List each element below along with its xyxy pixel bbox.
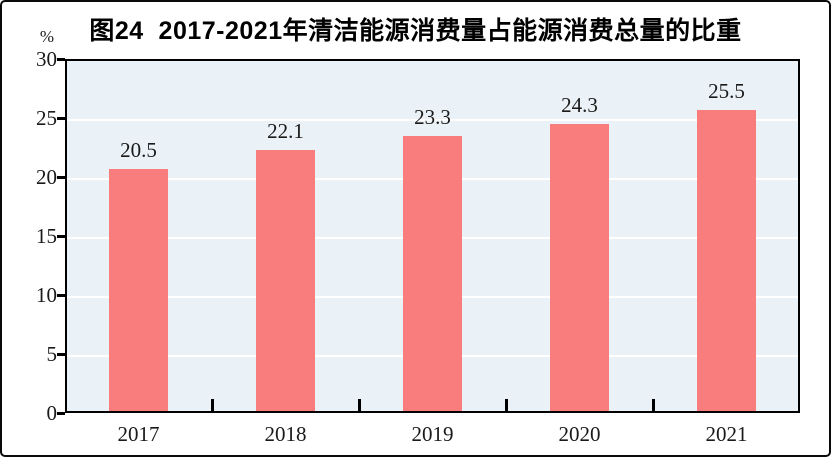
bar-value-label-2019: 23.3 — [414, 105, 451, 129]
x-axis-label-2021: 2021 — [705, 422, 748, 446]
y-tick-mark-0 — [57, 411, 65, 415]
bar-2021 — [697, 110, 756, 411]
y-tick-label-15: 15 — [36, 224, 57, 248]
bar-2017 — [109, 169, 168, 411]
y-tick-mark-15 — [57, 234, 65, 238]
bar-value-label-2017: 20.5 — [120, 138, 157, 162]
x-tick-mark-2 — [357, 399, 361, 411]
x-axis-label-2018: 2018 — [264, 422, 307, 446]
x-tick-mark-4 — [651, 399, 655, 411]
bar-2019 — [403, 136, 462, 411]
gridline-25 — [67, 119, 798, 121]
y-tick-mark-25 — [57, 116, 65, 120]
y-tick-mark-5 — [57, 352, 65, 356]
y-tick-label-30: 30 — [36, 47, 57, 71]
y-tick-label-20: 20 — [36, 165, 57, 189]
x-axis-label-2019: 2019 — [411, 422, 454, 446]
plot-area: 20.5 22.1 23.3 24.3 25.5 — [65, 59, 800, 413]
y-tick-mark-20 — [57, 175, 65, 179]
x-axis-label-2020: 2020 — [558, 422, 601, 446]
x-axis-label-2017: 2017 — [117, 422, 160, 446]
y-tick-label-10: 10 — [36, 283, 57, 307]
bar-2020 — [550, 124, 609, 411]
bar-2018 — [256, 150, 315, 411]
x-tick-mark-1 — [210, 399, 214, 411]
chart-title: 图24 2017-2021年清洁能源消费量占能源消费总量的比重 — [89, 17, 742, 45]
y-tick-mark-30 — [57, 57, 65, 61]
y-tick-mark-10 — [57, 293, 65, 297]
bar-value-label-2021: 25.5 — [708, 79, 745, 103]
y-tick-label-5: 5 — [46, 342, 58, 366]
y-tick-label-25: 25 — [36, 106, 57, 130]
x-tick-mark-3 — [504, 399, 508, 411]
bar-value-label-2020: 24.3 — [561, 93, 598, 117]
y-tick-label-0: 0 — [46, 401, 58, 425]
y-axis-unit-label: % — [39, 27, 55, 46]
bar-value-label-2018: 22.1 — [267, 119, 304, 143]
